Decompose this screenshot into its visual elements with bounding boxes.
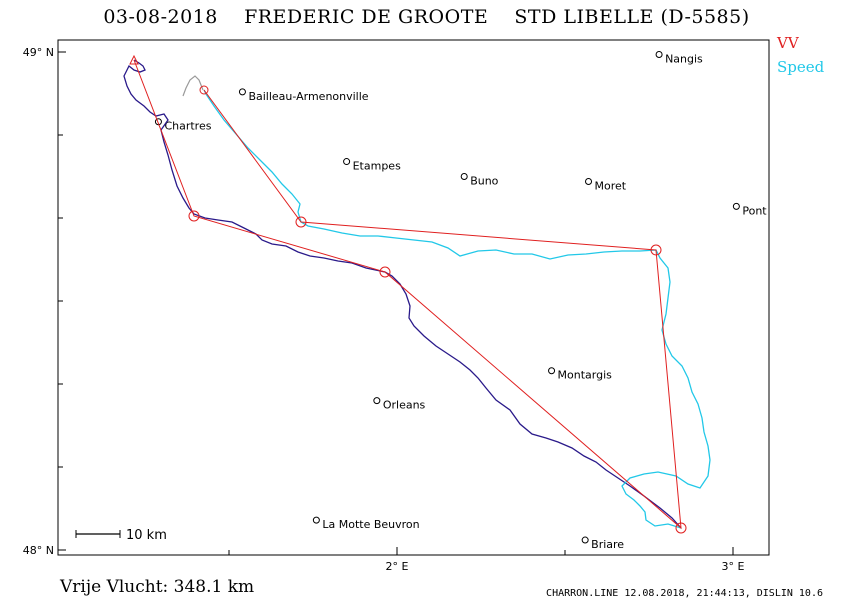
page-title: 03-08-2018 FREDERIC DE GROOTE STD LIBELL… [0, 6, 853, 28]
lat-axis: 49° N 48° N [23, 46, 66, 557]
track-speed [203, 89, 711, 529]
map-frame [57, 39, 770, 556]
lon-axis: 2° E 3° E [228, 547, 745, 573]
town-label: Orleans [383, 399, 426, 412]
town-bailleau-armenonville: Bailleau-Armenonville [238, 88, 369, 103]
turnpoint-3 [675, 522, 687, 534]
town-marker [732, 202, 740, 210]
town-label: Moret [595, 179, 627, 192]
town-marker [655, 50, 663, 58]
task-route [133, 59, 682, 530]
town-label: Buno [470, 175, 498, 188]
pilot-name: FREDERIC DE GROOTE [244, 6, 489, 28]
town-label: Chartres [164, 120, 211, 133]
track-vv [123, 59, 682, 529]
town-label: La Motte Beuvron [322, 518, 419, 531]
town-pont: Pont [732, 202, 767, 217]
town-marker [585, 177, 593, 185]
turnpoint-markers [129, 54, 687, 534]
towns-layer: Nangis Bailleau-Armenonville Chartres Etamp… [154, 50, 767, 551]
distance-label: Vrije Vlucht: 348.1 km [60, 577, 255, 597]
flight-date: 03-08-2018 [103, 6, 218, 28]
town-buno: Buno [460, 173, 499, 188]
town-la-motte-beuvron: La Motte Beuvron [312, 516, 420, 531]
turnpoint-2 [379, 266, 391, 278]
turnpoint-4 [650, 244, 662, 256]
town-label: Pont [742, 204, 767, 217]
town-marker [238, 88, 246, 96]
town-marker [581, 536, 589, 544]
town-marker [373, 397, 381, 405]
town-label: Nangis [665, 52, 703, 65]
lat-label-48: 48° N [23, 544, 54, 557]
legend-vv: VV [777, 34, 799, 52]
lat-label-49: 49° N [23, 46, 54, 59]
town-marker [548, 367, 556, 375]
town-label: Montargis [558, 369, 613, 382]
legend-speed: Speed [777, 58, 825, 76]
town-marker [343, 158, 351, 166]
town-moret: Moret [585, 177, 627, 192]
town-label: Briare [591, 538, 624, 551]
lon-label-3: 3° E [722, 560, 745, 573]
finish-marker [199, 85, 209, 95]
footer-info: CHARRON.LINE 12.08.2018, 21:44:13, DISLI… [546, 588, 823, 599]
town-label: Etampes [353, 160, 401, 173]
town-briare: Briare [581, 536, 624, 551]
town-marker [312, 516, 320, 524]
town-montargis: Montargis [548, 367, 613, 382]
town-etampes: Etampes [343, 158, 401, 173]
track-gap [182, 75, 204, 97]
turnpoint-5 [295, 216, 307, 228]
town-label: Bailleau-Armenonville [248, 90, 368, 103]
town-marker [460, 173, 468, 180]
town-nangis: Nangis [655, 50, 703, 65]
lon-label-2: 2° E [386, 560, 409, 573]
glider-name: STD LIBELLE (D-5585) [514, 6, 750, 28]
turnpoint-1 [188, 210, 200, 222]
start-marker [129, 54, 139, 65]
scale-bar-label: 10 km [126, 528, 167, 543]
scale-bar: 10 km [75, 528, 167, 543]
town-orleans: Orleans [373, 397, 426, 412]
